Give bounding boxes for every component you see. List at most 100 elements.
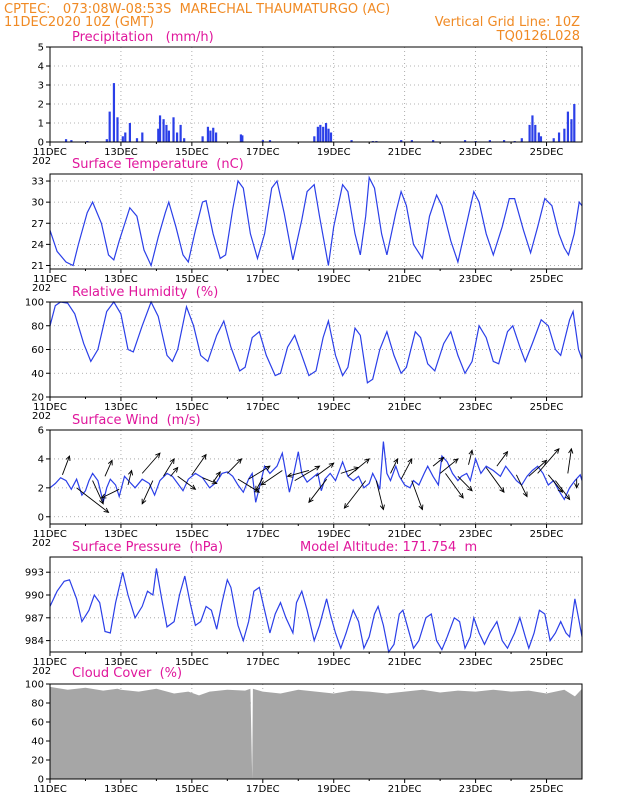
precipitation-bar — [324, 123, 328, 142]
wind-vector-arrowhead — [407, 458, 413, 464]
precipitation-bar — [175, 132, 179, 142]
wind-vector-arrowhead — [314, 465, 321, 471]
wind-vector-arrow — [340, 467, 359, 474]
wind-vector-arrow — [432, 457, 444, 467]
precipitation-bar — [162, 119, 165, 142]
wind-vector-arrowhead — [190, 484, 197, 490]
precipitation-bar — [432, 140, 435, 142]
wind-x-tick-label: 23DEC — [459, 529, 493, 540]
precipitation-bar — [124, 132, 127, 142]
precipitation-x-tick-label: 23DEC — [459, 147, 493, 158]
wind-vector-arrowhead — [201, 453, 207, 460]
wind-vector-arrow — [496, 451, 508, 467]
temperature-x-tick-label: 25DEC — [530, 274, 564, 285]
wind-vector-arrow — [485, 467, 505, 493]
header-station: CPTEC: 073:08W-08:53S MARECHAL THAUMATUR… — [4, 2, 390, 17]
pressure-x-tick-label: 25DEC — [530, 657, 564, 668]
precipitation-bar — [212, 127, 215, 142]
precipitation-year-fragment: 202 — [32, 156, 51, 167]
wind-vector-arrowhead — [100, 493, 107, 499]
humidity-x-tick-label: 19DEC — [317, 402, 351, 413]
precipitation-bar — [214, 132, 218, 142]
wind-vector-arrow — [347, 458, 370, 477]
precipitation-bar — [534, 124, 537, 142]
header-grid-note: Vertical Grid Line: 10Z — [435, 15, 580, 30]
wind-vector-arrow — [315, 462, 334, 477]
pressure-x-tick-label: 13DEC — [104, 657, 138, 668]
humidity-x-tick-label: 25DEC — [530, 402, 564, 413]
precipitation-bar — [520, 138, 523, 142]
pressure-x-tick-label: 15DEC — [175, 657, 209, 668]
temperature-y-tick-label: 27 — [31, 219, 44, 230]
wind-vector-arrowhead — [554, 448, 560, 454]
wind-vector-arrow — [248, 465, 271, 480]
cloud-cover-x-tick-label: 21DEC — [388, 784, 422, 795]
pressure-y-tick-label: 990 — [25, 591, 44, 602]
precipitation-bar — [350, 140, 353, 142]
wind-vector-arrow — [287, 470, 310, 477]
temperature-x-tick-label: 21DEC — [388, 274, 422, 285]
precipitation-bar — [313, 136, 316, 142]
precipitation-bar — [531, 115, 534, 142]
temperature-y-tick-label: 33 — [31, 177, 44, 188]
wind-vector-arrow — [255, 477, 264, 491]
cloud-cover-y-tick-label: 60 — [31, 718, 44, 729]
humidity-x-tick-label: 11DEC — [33, 402, 67, 413]
wind-vector-arrowhead — [236, 458, 243, 464]
humidity-y-tick-label: 60 — [31, 345, 44, 356]
wind-vector-arrow — [61, 455, 70, 475]
wind-vector-arrowhead — [343, 503, 350, 509]
precipitation-bar — [552, 138, 555, 142]
pressure-frame — [49, 556, 583, 653]
precipitation-bar — [108, 111, 111, 142]
wind-vector-arrowhead — [65, 455, 71, 462]
humidity-x-tick-label: 13DEC — [104, 402, 138, 413]
humidity-panel: Relative Humidity (%) 20 40 60 80 100 11DEC 13D… — [25, 285, 583, 422]
temperature-title: Surface Temperature (nC) — [72, 157, 244, 172]
precipitation-bar — [563, 128, 566, 142]
precipitation-y-tick-label: 2 — [38, 100, 44, 111]
precipitation-bar — [537, 132, 540, 142]
temperature-x-tick-label: 15DEC — [175, 274, 209, 285]
precipitation-bar — [121, 136, 124, 142]
wind-frame — [49, 429, 583, 525]
precipitation-panel: Precipitation (mm/h) 0 1 2 3 4 5 11DEC 13DEC 15DE… — [32, 30, 583, 167]
precipitation-bar — [206, 126, 210, 142]
pressure-year-fragment: 202 — [32, 666, 51, 677]
wind-vector-arrow — [457, 475, 473, 492]
precipitation-bar — [157, 128, 160, 142]
wind-vector-arrowhead — [452, 458, 459, 464]
cloud-cover-y-tick-label: 40 — [31, 737, 44, 748]
precipitation-bar — [573, 104, 576, 142]
humidity-y-tick-label: 40 — [31, 369, 44, 380]
cloud-cover-title: Cloud Cover (%) — [72, 666, 182, 681]
temperature-panel: Surface Temperature (nC) 21 24 27 30 33 11DEC 1… — [31, 157, 583, 294]
wind-vector-arrow — [537, 448, 560, 474]
wind-vector-arrow — [202, 477, 217, 484]
precipitation-title: Precipitation (mm/h) — [72, 30, 214, 45]
precipitation-bar — [201, 136, 204, 142]
wind-vector-arrowhead — [103, 507, 110, 514]
precipitation-x-tick-label: 17DEC — [246, 147, 280, 158]
wind-vector-arrowhead — [364, 458, 371, 464]
wind-vector-arrowhead — [99, 498, 104, 505]
wind-vector-arrow — [390, 458, 398, 474]
wind-y-tick-label: 0 — [38, 512, 44, 523]
wind-vector-arrow — [439, 458, 459, 474]
wind-vector-arrowhead — [418, 504, 424, 511]
precipitation-bar — [167, 130, 171, 142]
wind-vector-arrowhead — [564, 494, 571, 501]
cloud-cover-x-tick-label: 17DEC — [246, 784, 280, 795]
wind-vector-arrowhead — [141, 498, 147, 505]
pressure-x-tick-label: 21DEC — [388, 657, 422, 668]
wind-vector-arrowhead — [260, 480, 267, 486]
cloud-cover-area — [50, 686, 582, 779]
wind-y-tick-label: 4 — [38, 454, 44, 465]
precipitation-bar — [322, 126, 325, 142]
precipitation-bar — [158, 115, 162, 142]
cloud-cover-panel: Cloud Cover (%) 0 20 40 60 80 100 11DEC 13DEC 15D… — [25, 666, 583, 795]
cloud-cover-x-tick-label: 19DEC — [317, 784, 351, 795]
wind-vector-arrowhead — [155, 452, 161, 459]
precipitation-bar — [268, 140, 272, 142]
